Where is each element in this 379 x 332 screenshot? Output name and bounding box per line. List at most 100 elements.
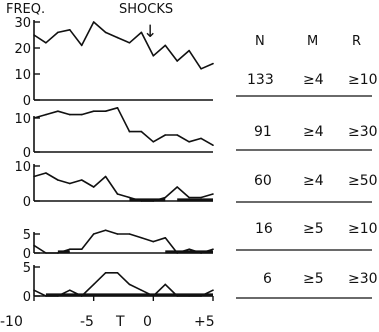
data-point bbox=[200, 137, 202, 140]
data-point bbox=[212, 248, 214, 250]
data-point bbox=[176, 252, 178, 254]
data-point bbox=[128, 233, 131, 235]
data-point bbox=[164, 283, 167, 286]
data-point bbox=[140, 200, 143, 202]
data-point bbox=[164, 196, 167, 199]
data-point bbox=[188, 49, 190, 52]
table-cell: 60 bbox=[254, 173, 272, 189]
data-point bbox=[176, 186, 178, 188]
data-point bbox=[176, 134, 178, 136]
y-tick-label: 5 bbox=[23, 228, 31, 243]
data-point bbox=[33, 289, 35, 292]
data-point bbox=[116, 233, 119, 235]
series-line bbox=[33, 172, 214, 202]
table-header-m: M bbox=[307, 34, 318, 49]
data-point bbox=[212, 62, 214, 65]
data-point bbox=[140, 237, 143, 239]
data-point bbox=[128, 196, 131, 199]
data-point bbox=[200, 252, 202, 254]
data-point bbox=[45, 42, 47, 44]
data-point bbox=[92, 233, 95, 235]
table-cell: 16 bbox=[255, 221, 273, 237]
data-point bbox=[128, 42, 131, 44]
data-point bbox=[57, 179, 59, 181]
data-point bbox=[104, 31, 107, 34]
data-point bbox=[188, 295, 190, 297]
y-tick-label: 0 bbox=[23, 195, 31, 210]
table-cell: 91 bbox=[254, 124, 272, 140]
data-point bbox=[176, 295, 178, 297]
data-point bbox=[80, 113, 83, 116]
data-point bbox=[80, 179, 83, 181]
data-point bbox=[188, 196, 190, 199]
data-point bbox=[164, 134, 167, 136]
data-point bbox=[188, 248, 190, 250]
y-tick-label: 5 bbox=[23, 261, 31, 276]
y-tick-label: 10 bbox=[14, 112, 31, 127]
data-point bbox=[200, 295, 202, 297]
data-point bbox=[80, 295, 83, 297]
freq-label: FREQ. bbox=[6, 2, 45, 17]
data-point bbox=[200, 68, 202, 70]
data-point bbox=[104, 110, 107, 112]
table-header-r: R bbox=[352, 34, 361, 49]
data-point bbox=[92, 21, 95, 23]
table-cell: ≥5 bbox=[303, 271, 324, 287]
table-cell: ≥10 bbox=[348, 221, 378, 237]
data-point bbox=[57, 31, 59, 34]
data-point bbox=[140, 130, 143, 133]
data-point bbox=[116, 36, 119, 39]
data-point bbox=[92, 186, 95, 188]
criteria-table: N M R 133 ≥4 ≥10 91 ≥4 ≥30 60 ≥4 ≥50 16 … bbox=[236, 34, 378, 299]
data-point bbox=[45, 113, 47, 116]
data-point bbox=[57, 295, 59, 297]
data-point bbox=[33, 117, 35, 119]
x-tick-label: 0 bbox=[143, 314, 152, 330]
data-point bbox=[80, 44, 83, 47]
data-point bbox=[212, 289, 214, 292]
data-point bbox=[69, 29, 71, 31]
table-cell: ≥4 bbox=[303, 72, 324, 88]
data-point bbox=[45, 295, 47, 297]
shocks-arrow-icon: ↓ bbox=[143, 22, 157, 42]
data-point bbox=[152, 141, 155, 143]
y-tick-label: 30 bbox=[14, 16, 31, 31]
series-line bbox=[33, 107, 214, 146]
data-point bbox=[200, 196, 202, 199]
series-line bbox=[33, 271, 214, 297]
data-point bbox=[116, 107, 119, 109]
y-tick-label: 0 bbox=[23, 247, 31, 262]
series-line bbox=[33, 21, 214, 70]
table-cell: ≥10 bbox=[348, 72, 378, 88]
data-point bbox=[92, 110, 95, 112]
data-point bbox=[152, 240, 155, 243]
data-point bbox=[57, 252, 59, 254]
table-cell: ≥50 bbox=[348, 173, 378, 189]
y-tick-label: 10 bbox=[14, 160, 31, 175]
data-point bbox=[152, 55, 155, 57]
data-point bbox=[69, 182, 71, 185]
x-tick-label: -10 bbox=[0, 314, 23, 330]
data-point bbox=[45, 172, 47, 174]
data-point bbox=[140, 289, 143, 292]
data-point bbox=[92, 283, 95, 286]
table-cell: 133 bbox=[247, 72, 274, 88]
data-point bbox=[152, 200, 155, 202]
x-axis: -10 -5 T 0 +5 bbox=[0, 314, 215, 330]
data-point bbox=[57, 110, 59, 112]
table-cell: 6 bbox=[263, 271, 272, 287]
data-point bbox=[45, 252, 47, 254]
data-point bbox=[69, 248, 71, 250]
table-cell: ≥5 bbox=[303, 221, 324, 237]
table-cell: ≥30 bbox=[348, 271, 378, 287]
data-point bbox=[33, 244, 35, 247]
data-point bbox=[33, 34, 35, 36]
data-point bbox=[69, 113, 71, 116]
data-point bbox=[33, 175, 35, 178]
y-tick-label: 20 bbox=[14, 42, 31, 57]
data-point bbox=[116, 193, 119, 195]
y-tick-label: 0 bbox=[23, 94, 31, 109]
data-point bbox=[212, 193, 214, 195]
